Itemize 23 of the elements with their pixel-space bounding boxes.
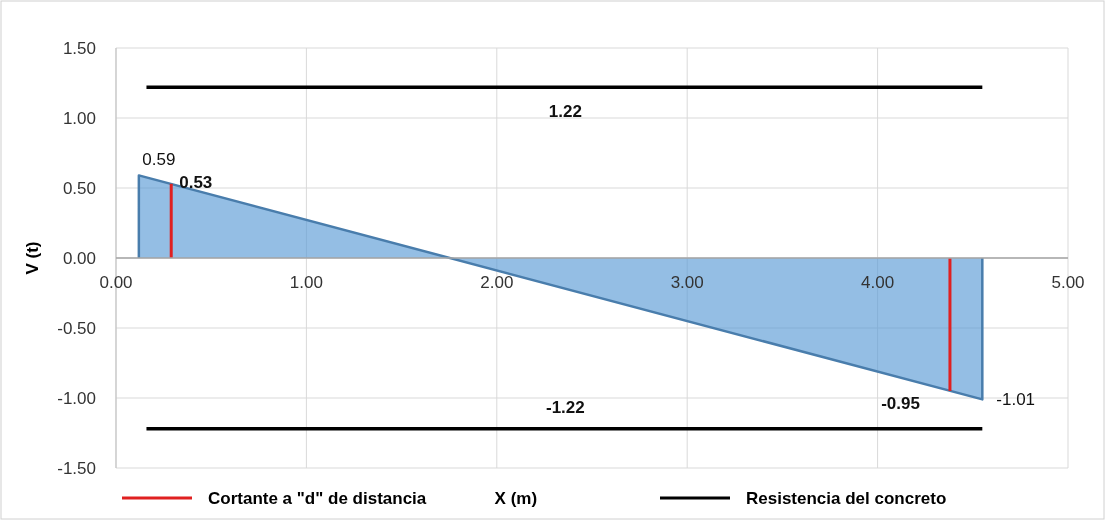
data-label: 0.59 bbox=[142, 150, 176, 170]
data-label: 1.22 bbox=[548, 102, 582, 122]
data-label: -0.95 bbox=[881, 394, 920, 413]
x-tick-label: 3.00 bbox=[670, 273, 704, 292]
data-label: 0.53 bbox=[179, 172, 213, 192]
y-tick-label: -1.50 bbox=[57, 459, 96, 478]
y-tick-label: 0.50 bbox=[62, 179, 96, 198]
y-axis-title: V (t) bbox=[23, 241, 42, 275]
x-tick-label: 1.00 bbox=[289, 273, 323, 292]
data-label: -1.01 bbox=[996, 390, 1036, 410]
data-label: -1.22 bbox=[545, 397, 585, 417]
y-tick-label: 0.00 bbox=[62, 249, 96, 268]
x-tick-label: 2.00 bbox=[480, 273, 514, 292]
x-tick-label: 4.00 bbox=[861, 273, 895, 292]
y-tick-label: -0.50 bbox=[57, 319, 96, 338]
y-tick-label: 1.50 bbox=[62, 39, 96, 58]
x-tick-label: 5.00 bbox=[1051, 273, 1085, 292]
legend-label: Resistencia del concreto bbox=[746, 489, 947, 508]
y-tick-label: 1.00 bbox=[62, 109, 96, 128]
y-tick-label: -1.00 bbox=[57, 389, 96, 408]
x-tick-label: 0.00 bbox=[99, 273, 133, 292]
legend-label: Cortante a "d" de distancia bbox=[208, 489, 427, 508]
x-axis-title: X (m) bbox=[494, 489, 538, 508]
